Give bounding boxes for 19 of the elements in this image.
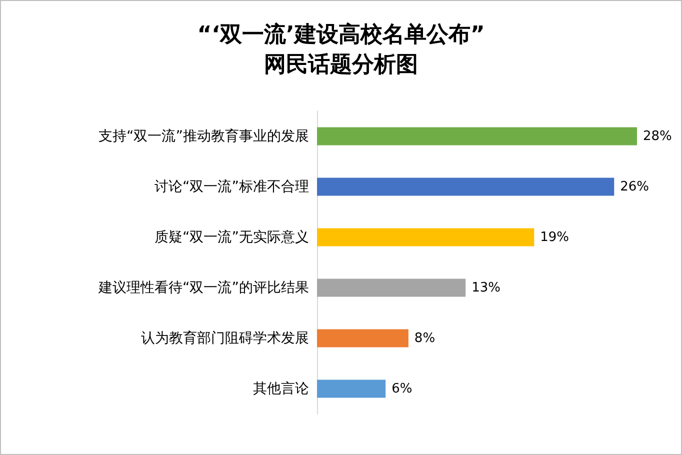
chart-title: “‘双一流’建设高校名单公布” 网民话题分析图 bbox=[197, 22, 485, 78]
bar bbox=[317, 228, 534, 246]
data-label: 6% bbox=[392, 381, 412, 396]
data-label: 26% bbox=[620, 179, 650, 194]
data-label: 28% bbox=[643, 128, 672, 144]
bar bbox=[317, 278, 466, 297]
data-label: 19% bbox=[540, 230, 570, 245]
bar bbox=[317, 380, 386, 398]
bar bbox=[317, 178, 614, 196]
bar bbox=[317, 329, 408, 348]
y-tick-label: 认为教育部门阻碍学术发展 bbox=[141, 329, 309, 346]
y-tick-label: 讨论“双一流”标准不合理 bbox=[154, 178, 309, 195]
y-tick-label: 支持“双一流”推动教育事业的发展 bbox=[98, 127, 309, 144]
bar bbox=[317, 127, 637, 146]
data-label: 8% bbox=[414, 330, 436, 346]
y-tick-label: 其他言论 bbox=[253, 380, 309, 397]
y-tick-label: 建议理性看待“双一流”的评比结果 bbox=[97, 280, 309, 296]
y-tick-label: 质疑“双一流”无实际意义 bbox=[154, 229, 309, 246]
data-label: 13% bbox=[472, 280, 500, 296]
